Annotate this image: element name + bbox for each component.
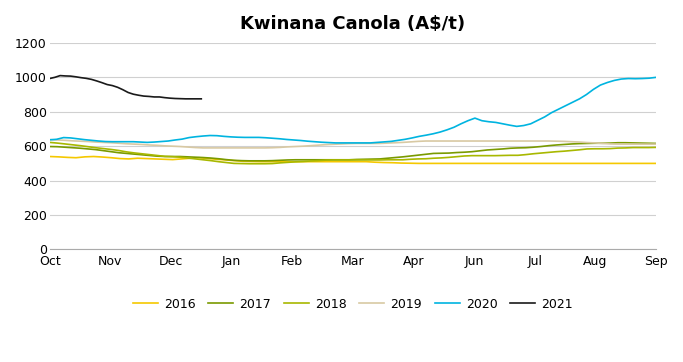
2016 [230,159,238,163]
2019 [591,141,599,145]
2021 [82,76,90,80]
2017 [414,153,422,157]
2019 [414,139,422,144]
2020 [220,134,228,139]
2018 [591,147,599,151]
2017 [652,141,660,146]
2019 [46,138,54,142]
2018 [245,161,253,166]
2021 [119,88,127,92]
2021 [129,92,137,96]
2021 [77,76,85,80]
2019 [322,143,330,147]
2016 [652,161,660,165]
2018 [414,157,422,161]
2018 [46,140,54,144]
2020 [617,77,626,81]
2018 [468,153,476,158]
2016 [186,156,195,160]
2017 [422,152,430,156]
2018 [445,155,453,160]
2020 [213,134,221,138]
2020 [331,141,339,145]
2021 [176,97,184,101]
2017 [445,151,453,155]
2017 [468,150,476,154]
2018 [652,145,660,150]
2020 [652,75,660,80]
Line: 2020: 2020 [50,77,656,143]
2021 [113,85,122,89]
2021 [171,96,179,101]
2020 [408,136,416,140]
2021 [87,77,96,81]
2021 [51,75,59,80]
2021 [61,74,70,78]
2017 [245,159,253,163]
2016 [125,157,133,161]
2021 [72,75,80,79]
2021 [186,97,195,101]
2021 [150,95,158,99]
2021 [139,94,148,98]
2017 [614,140,622,145]
Line: 2016: 2016 [50,156,656,163]
2020 [352,141,361,145]
2019 [468,139,476,143]
2016 [573,161,581,165]
2021 [182,97,190,101]
2019 [445,139,453,143]
2021 [66,74,74,78]
2021 [56,73,64,78]
2021 [197,97,206,101]
2017 [322,157,330,162]
2021 [166,96,174,100]
2020 [59,135,68,140]
2017 [46,144,54,149]
2021 [93,79,101,83]
2021 [135,93,143,97]
2018 [322,158,330,162]
2021 [103,83,111,87]
2016 [380,160,388,165]
Line: 2021: 2021 [50,76,201,99]
Line: 2019: 2019 [50,140,656,148]
2021 [155,95,163,99]
2017 [591,141,599,146]
2016 [564,161,572,165]
2018 [422,157,430,161]
Legend: 2016, 2017, 2018, 2019, 2020, 2021: 2016, 2017, 2018, 2019, 2020, 2021 [128,293,578,316]
2021 [145,94,153,98]
Line: 2018: 2018 [50,142,656,164]
2016 [415,161,423,165]
2021 [192,97,200,101]
2021 [109,83,117,88]
2016 [46,154,54,159]
2021 [124,90,133,94]
2021 [98,80,106,85]
2019 [422,139,430,143]
2019 [199,146,208,150]
2021 [46,76,54,81]
2019 [652,142,660,146]
Title: Kwinana Canola (A$/t): Kwinana Canola (A$/t) [240,15,466,33]
2020 [46,138,54,142]
Line: 2017: 2017 [50,143,656,161]
2021 [161,96,169,100]
